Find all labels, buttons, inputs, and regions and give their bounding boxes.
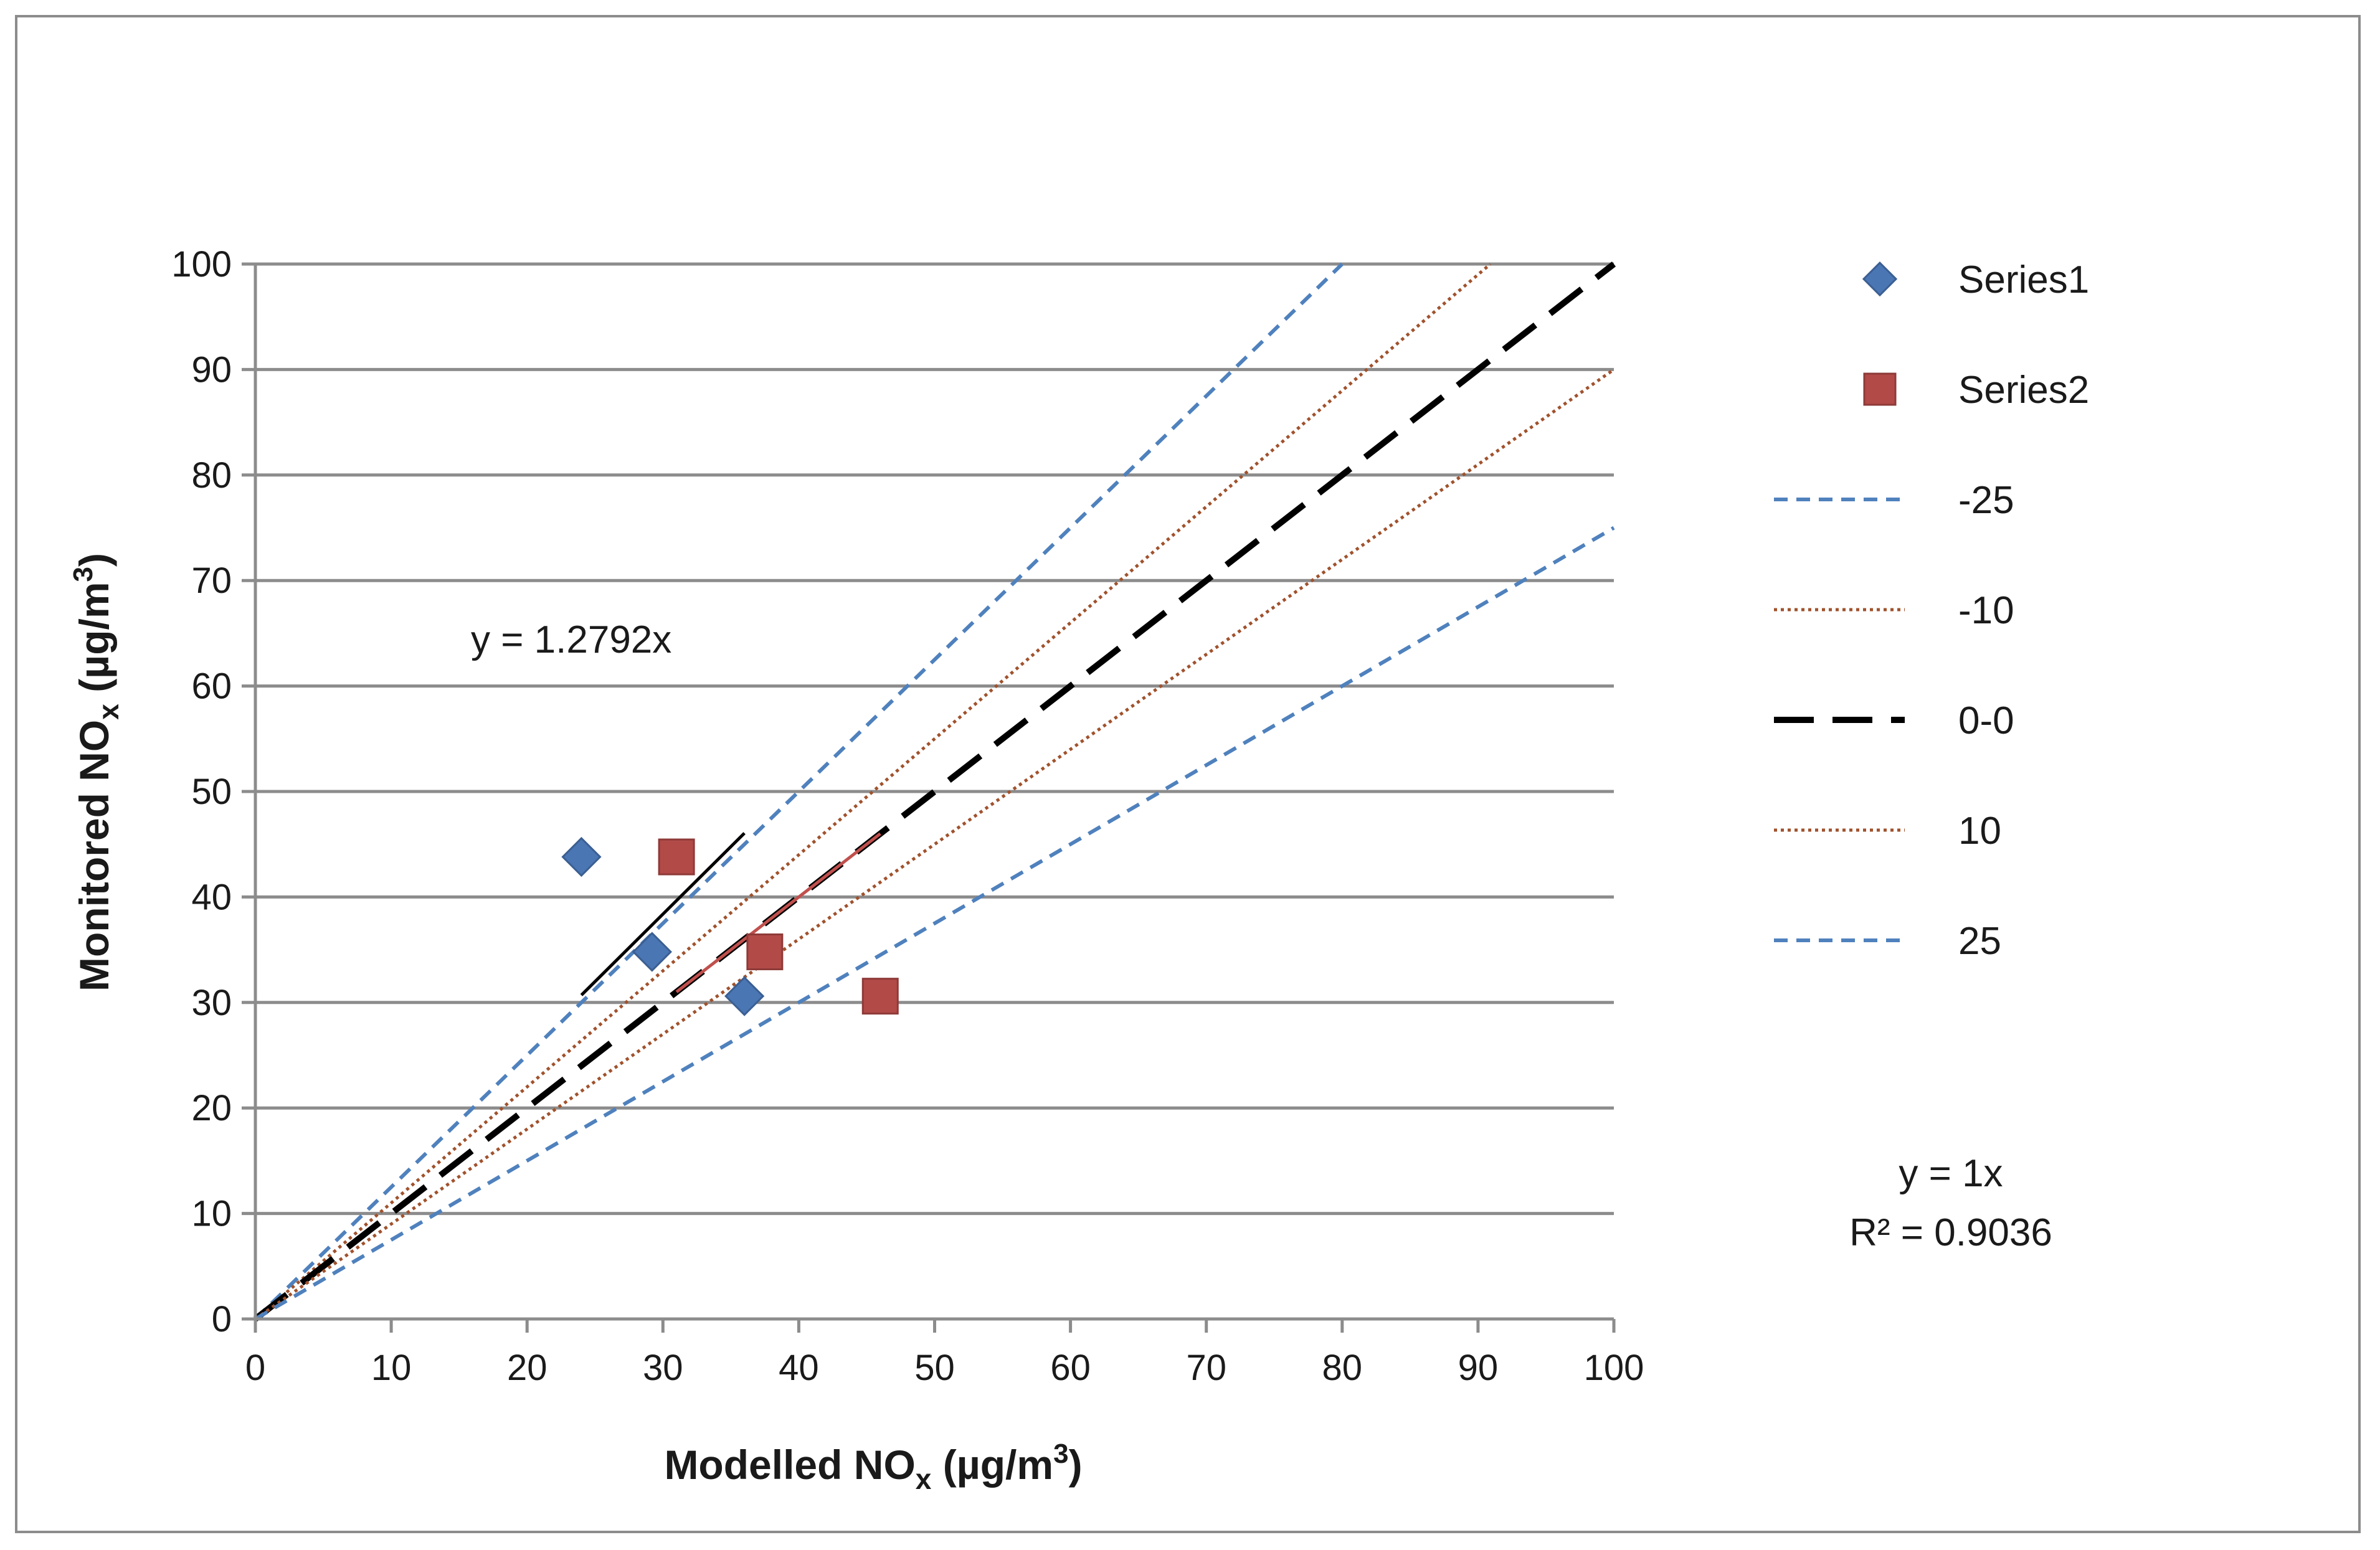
legend-label-10: 10 [1958,810,2001,853]
y-tick-label-90: 90 [191,349,232,390]
reference-line--25 [254,262,1344,1321]
x-tick-label-0: 0 [245,1348,265,1388]
x-axis-title: Modelled NOx (µg/m3) [664,1439,1082,1495]
x-tick-label-100: 100 [1584,1348,1644,1388]
y-tick-label-30: 30 [191,983,232,1023]
x-tick-label-80: 80 [1322,1348,1363,1388]
legend-label-minus25: -25 [1958,479,2014,522]
x-tick-label-60: 60 [1050,1348,1091,1388]
legend: Series1 Series2 -25 -10 0-0 10 25 [1774,258,2089,963]
series2-r-squared: R² = 0.9036 [1849,1211,2052,1254]
y-tick-label-50: 50 [191,772,232,812]
legend-label-minus10: -10 [1958,589,2014,632]
series1-point-1 [561,836,602,877]
y-tick-label-40: 40 [191,877,232,917]
series2-point-3 [861,978,899,1015]
y-tick-label-80: 80 [191,455,232,496]
legend-marker-Series2 [1863,372,1897,406]
series1-point-3 [724,976,765,1016]
gridlines [255,262,1614,1216]
legend-label-0minus0: 0-0 [1958,699,2014,742]
reference-line-10 [254,368,1615,1321]
x-tick-label-90: 90 [1458,1348,1499,1388]
axes [242,262,1616,1333]
x-tick-label-20: 20 [507,1348,548,1388]
x-tick-label-30: 30 [643,1348,683,1388]
x-tick-label-70: 70 [1186,1348,1226,1388]
trendline-Series2 [675,832,881,993]
x-tick-label-40: 40 [779,1348,819,1388]
y-tick-label-70: 70 [191,560,232,601]
series1-point-2 [632,932,672,972]
trendlines [580,832,881,996]
trendline-Series1 [580,832,746,996]
y-tick-label-60: 60 [191,666,232,707]
data-points [561,836,899,1016]
reference-lines [253,262,1616,1321]
y-axis-title: Monitored NOx (µg/m3) [68,553,125,991]
series2-point-2 [746,933,784,970]
y-tick-label-0: 0 [212,1299,232,1340]
reference-line-25 [254,526,1615,1321]
tick-labels: 0 10 20 30 40 50 60 70 80 90 100 0 10 20 30 40 50 60 70 80 9… [171,244,1644,1388]
chart-frame: 0 10 20 30 40 50 60 70 80 90 100 0 10 20 30 40 50 60 70 80 9… [15,15,2361,1533]
legend-label-Series1: Series1 [1958,258,2089,301]
legend-label-25: 25 [1958,920,2001,963]
legend-marker-Series1 [1862,261,1898,297]
reference-line-0-0 [253,262,1616,1321]
y-tick-label-10: 10 [191,1194,232,1234]
x-tick-label-10: 10 [371,1348,412,1388]
x-tick-label-50: 50 [914,1348,955,1388]
y-tick-label-20: 20 [191,1088,232,1128]
series1-equation: y = 1.2792x [471,618,671,661]
y-tick-label-100: 100 [171,244,232,285]
scatter-chart: 0 10 20 30 40 50 60 70 80 90 100 0 10 20 30 40 50 60 70 80 9… [68,244,2089,1495]
series2-point-1 [658,838,695,876]
legend-label-Series2: Series2 [1958,369,2089,412]
series2-equation: y = 1x [1899,1152,2003,1195]
